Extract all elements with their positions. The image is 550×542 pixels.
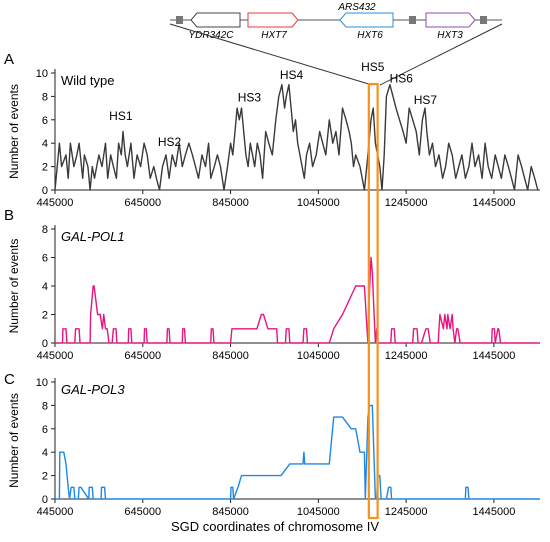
y-tick-label: 10 [36, 377, 48, 389]
panel-letter-b: B [4, 207, 14, 224]
x-tick-label: 845000 [212, 197, 249, 209]
panel-letter-c: C [4, 371, 15, 388]
panels: 0 2 4 6 8 10 445000 645000 845000 1045000 1245000 1… [7, 60, 540, 518]
y-axis-label: Number of events [7, 239, 21, 334]
feature-block [480, 16, 487, 24]
x-tick-label: 445000 [37, 197, 74, 209]
zoom-line-left [169, 23, 373, 86]
x-tick-label: 1245000 [385, 197, 428, 209]
panel-title: GAL-POL3 [61, 382, 125, 397]
zoom-line-right [379, 23, 503, 86]
x-tick-label: 645000 [124, 506, 161, 518]
x-tick-label: 645000 [124, 350, 161, 362]
x-axis-label: SGD coordinates of chromosome IV [171, 519, 379, 534]
gene-label-hxt7: HXT7 [261, 30, 287, 41]
x-tick-label: 445000 [37, 506, 74, 518]
y-tick-label: 6 [42, 253, 48, 265]
y-tick-label: 8 [42, 91, 48, 103]
series-line [55, 404, 540, 500]
x-tick-label: 1245000 [385, 350, 428, 362]
feature-block [176, 16, 183, 24]
x-tick-label: 1445000 [472, 506, 515, 518]
hs5-highlight [367, 82, 379, 520]
y-tick-label: 6 [42, 424, 48, 436]
panel-letter-a: A [4, 51, 14, 68]
gene-label-hxt3: HXT3 [437, 30, 463, 41]
series-line [54, 84, 539, 191]
y-tick-label: 2 [42, 162, 48, 174]
y-axis-label: Number of events [7, 84, 21, 179]
hs5-highlight-box [367, 82, 379, 520]
x-tick-label: 1445000 [472, 197, 515, 209]
y-axis-label: Number of events [7, 393, 21, 488]
gene-map: ARS432 YDR342C HXT7 HXT6 HXT3 [169, 2, 503, 86]
x-tick-label: 1045000 [297, 350, 340, 362]
ars-block [409, 16, 416, 24]
y-tick-label: 2 [42, 310, 48, 322]
panel-title: Wild type [61, 73, 114, 88]
hotspot-label: HS3 [238, 90, 262, 104]
hotspot-label: HS6 [390, 72, 414, 86]
x-tick-label: 1045000 [297, 506, 340, 518]
y-tick-label: 0 [42, 185, 48, 197]
hotspot-label: HS2 [158, 135, 182, 149]
gene-ydr342c [190, 12, 241, 28]
x-tick-label: 1445000 [472, 350, 515, 362]
y-tick-label: 8 [42, 400, 48, 412]
gene-hxt6 [339, 12, 394, 28]
x-tick-label: 1045000 [297, 197, 340, 209]
gene-hxt3 [425, 12, 476, 28]
y-tick-label: 4 [42, 138, 48, 150]
x-tick-label: 1245000 [385, 506, 428, 518]
gene-label-ydr342c: YDR342C [188, 30, 234, 41]
ars-label: ARS432 [337, 2, 376, 13]
chart-panel-a: 0 2 4 6 8 10 445000 645000 845000 1045000 1245000 1… [7, 60, 540, 209]
chart-panel-b: 0 2 4 6 8 445000 645000 845000 1045000 1245000 144… [7, 224, 540, 362]
y-tick-label: 0 [42, 338, 48, 350]
gene-label-hxt6: HXT6 [357, 30, 383, 41]
gene-hxt7 [247, 12, 299, 28]
y-tick-label: 2 [42, 471, 48, 483]
y-tick-label: 8 [42, 224, 48, 236]
chart-panel-c: 0 2 4 6 8 10 445000 645000 845000 1045000 1245000 1… [7, 377, 540, 518]
hotspot-label: HS5 [361, 60, 385, 74]
y-tick-label: 4 [42, 281, 48, 293]
hotspot-label: HS1 [109, 109, 133, 123]
hotspot-label: HS7 [414, 93, 438, 107]
x-tick-label: 845000 [212, 506, 249, 518]
y-tick-label: 4 [42, 447, 48, 459]
x-tick-label: 445000 [37, 350, 74, 362]
y-tick-label: 0 [42, 494, 48, 506]
hotspot-label: HS4 [280, 68, 304, 82]
x-tick-label: 845000 [212, 350, 249, 362]
panel-title: GAL-POL1 [61, 229, 125, 244]
y-tick-label: 6 [42, 115, 48, 127]
series-line [55, 256, 540, 344]
y-tick-label: 10 [36, 68, 48, 80]
x-tick-label: 645000 [124, 197, 161, 209]
